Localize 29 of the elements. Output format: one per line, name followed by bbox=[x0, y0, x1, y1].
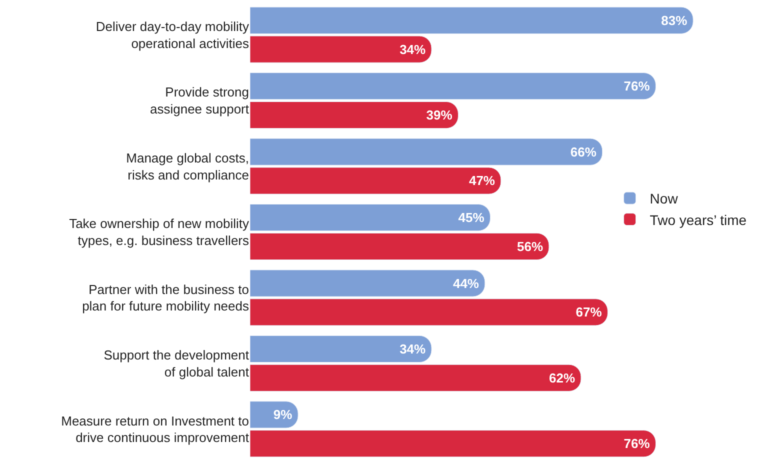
data-label: 44% bbox=[452, 276, 480, 291]
data-label: 56% bbox=[517, 238, 544, 254]
legend-label: Two years’ time bbox=[650, 212, 747, 228]
y-tick-label: Manage global costs, risks and compliance bbox=[126, 150, 249, 182]
y-tick-label: Provide strong assignee support bbox=[150, 84, 250, 117]
bar bbox=[250, 335, 432, 363]
data-label: 39% bbox=[426, 108, 453, 123]
y-tick-label: Deliver day-to-day mobility operational activities bbox=[96, 18, 250, 51]
data-label: 9% bbox=[273, 407, 293, 422]
bar bbox=[250, 101, 458, 129]
data-label: 34% bbox=[400, 42, 426, 57]
bar bbox=[250, 204, 490, 232]
data-label: 34% bbox=[400, 341, 426, 356]
data-label: 76% bbox=[624, 78, 650, 94]
data-label: 62% bbox=[549, 370, 576, 386]
data-label: 83% bbox=[661, 12, 688, 28]
data-label: 76% bbox=[624, 436, 650, 452]
data-label: 67% bbox=[576, 304, 602, 320]
y-tick-label: Support the development of global talent bbox=[104, 348, 250, 380]
data-label: 45% bbox=[458, 210, 485, 226]
bar bbox=[250, 232, 550, 260]
y-tick-label: Take ownership of new mobility types, e.g. business travellers bbox=[69, 216, 250, 248]
data-label: 66% bbox=[570, 144, 597, 160]
y-tick-label: Measure return on Investment to drive continuous improvement bbox=[61, 413, 250, 446]
bar bbox=[250, 364, 582, 392]
bar bbox=[250, 72, 656, 100]
y-tick-label: Partner with the business to plan for future mobility needs bbox=[82, 282, 250, 314]
data-label: 47% bbox=[468, 173, 496, 188]
legend-label: Now bbox=[650, 190, 679, 207]
